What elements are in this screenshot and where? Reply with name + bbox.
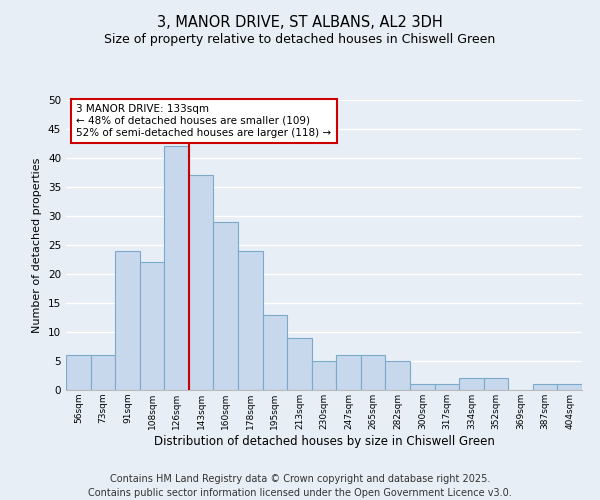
Text: Contains HM Land Registry data © Crown copyright and database right 2025.
Contai: Contains HM Land Registry data © Crown c…: [88, 474, 512, 498]
Bar: [361, 355, 385, 390]
Bar: [434, 384, 459, 390]
Bar: [115, 251, 140, 390]
Bar: [263, 314, 287, 390]
Text: 3 MANOR DRIVE: 133sqm
← 48% of detached houses are smaller (109)
52% of semi-det: 3 MANOR DRIVE: 133sqm ← 48% of detached …: [76, 104, 331, 138]
Bar: [287, 338, 312, 390]
Bar: [164, 146, 189, 390]
Bar: [336, 355, 361, 390]
Text: 3, MANOR DRIVE, ST ALBANS, AL2 3DH: 3, MANOR DRIVE, ST ALBANS, AL2 3DH: [157, 15, 443, 30]
Bar: [91, 355, 115, 390]
Bar: [459, 378, 484, 390]
Bar: [189, 176, 214, 390]
Bar: [214, 222, 238, 390]
Bar: [312, 361, 336, 390]
Bar: [484, 378, 508, 390]
Bar: [238, 251, 263, 390]
Bar: [140, 262, 164, 390]
X-axis label: Distribution of detached houses by size in Chiswell Green: Distribution of detached houses by size …: [154, 434, 494, 448]
Bar: [533, 384, 557, 390]
Bar: [385, 361, 410, 390]
Bar: [410, 384, 434, 390]
Y-axis label: Number of detached properties: Number of detached properties: [32, 158, 43, 332]
Bar: [557, 384, 582, 390]
Text: Size of property relative to detached houses in Chiswell Green: Size of property relative to detached ho…: [104, 32, 496, 46]
Bar: [66, 355, 91, 390]
